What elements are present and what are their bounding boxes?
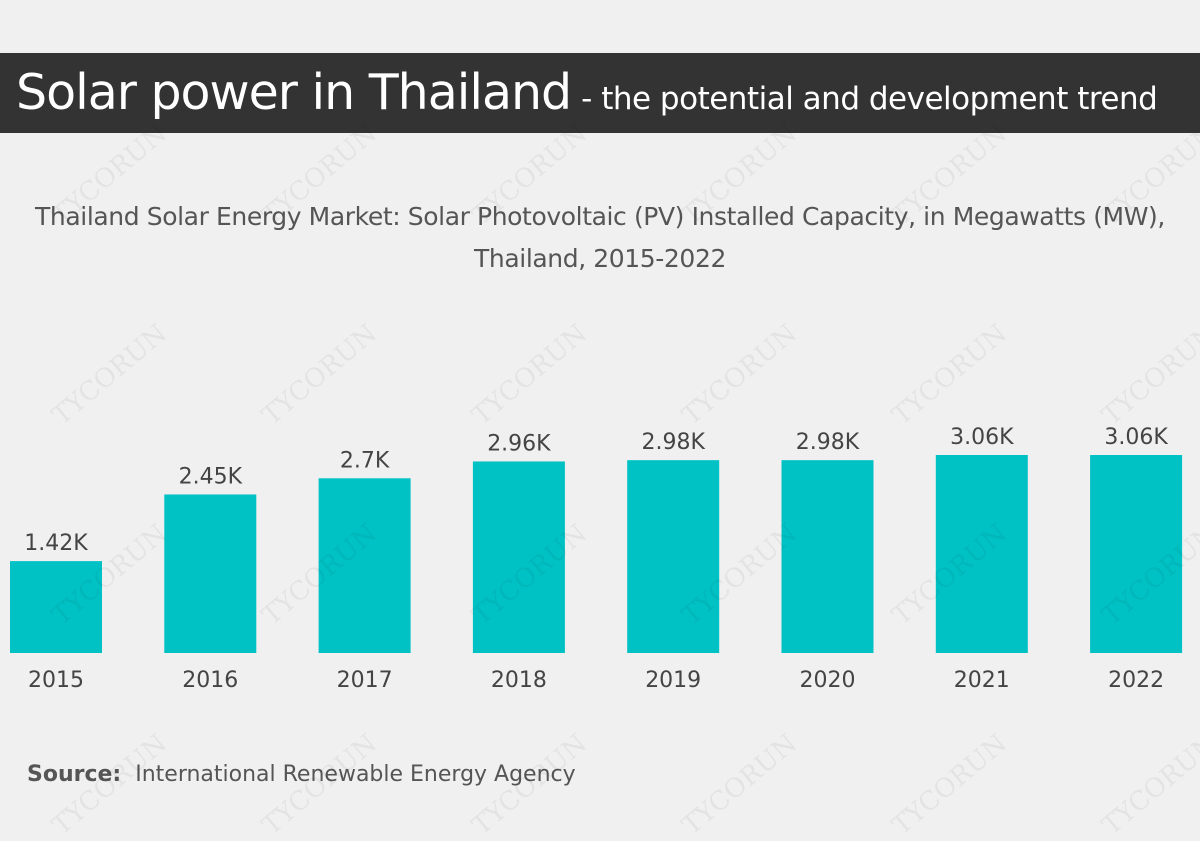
data-label: 3.06K: [1104, 425, 1168, 450]
data-label: 2.98K: [641, 430, 705, 455]
data-label: 2.98K: [796, 430, 860, 455]
x-tick-label: 2021: [954, 668, 1010, 693]
data-label: 2.96K: [487, 431, 551, 456]
data-label: 3.06K: [950, 425, 1014, 450]
main-title: Solar power in Thailand: [16, 64, 572, 121]
main-subtitle: - the potential and development trend: [581, 81, 1158, 117]
bar-2015: [10, 561, 102, 653]
chart-title: Thailand Solar Energy Market: Solar Phot…: [35, 202, 1165, 273]
bar-2016: [164, 494, 257, 653]
x-tick-label: 2019: [645, 668, 701, 693]
x-tick-label: 2018: [491, 668, 547, 693]
x-tick-label: 2016: [182, 668, 238, 693]
x-tick-label: 2015: [28, 668, 84, 693]
data-label: 1.42K: [24, 531, 88, 556]
source-text: International Renewable Energy Agency: [135, 762, 576, 787]
data-label: 2.45K: [179, 464, 243, 489]
title-banner: Solar power in Thailand - the potential …: [0, 53, 1200, 133]
x-tick-label: 2020: [800, 668, 856, 693]
data-label: 2.7K: [340, 448, 390, 473]
x-tick-label: 2017: [337, 668, 393, 693]
x-tick-label: 2022: [1108, 668, 1164, 693]
bar-2021: [935, 455, 1028, 653]
bar-2022: [1090, 455, 1183, 653]
bar-2017: [318, 478, 411, 653]
bar-2018: [472, 461, 565, 653]
bar-2019: [627, 460, 720, 653]
source-note: Source: International Renewable Energy Ag…: [27, 762, 576, 787]
source-label: Source:: [27, 762, 122, 787]
bar-2020: [781, 460, 874, 653]
